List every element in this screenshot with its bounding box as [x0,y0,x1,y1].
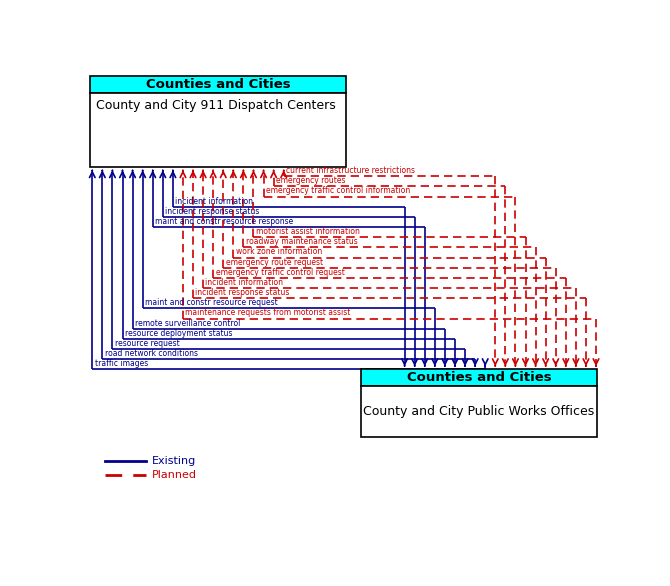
Text: remote surveillance control: remote surveillance control [135,319,241,328]
Text: road network conditions: road network conditions [105,349,198,358]
Text: emergency route request: emergency route request [226,258,323,267]
Text: traffic images: traffic images [94,359,148,368]
Text: incident information: incident information [175,197,253,206]
Text: maint and constr resource request: maint and constr resource request [145,298,278,307]
Text: Existing: Existing [152,456,196,466]
Text: maint and constr resource response: maint and constr resource response [155,217,293,226]
Text: incident information: incident information [206,278,283,287]
Text: emergency traffic control information: emergency traffic control information [266,186,410,196]
Text: Counties and Cities: Counties and Cities [407,371,551,384]
Bar [361,369,597,386]
Text: County and City Public Works Offices: County and City Public Works Offices [363,405,595,418]
Bar [90,77,346,93]
Text: resource deployment status: resource deployment status [125,329,232,338]
Bar [361,386,597,437]
Text: Planned: Planned [152,471,197,481]
Text: Counties and Cities: Counties and Cities [145,79,290,91]
Text: emergency traffic control request: emergency traffic control request [216,268,344,277]
Text: incident response status: incident response status [196,288,289,297]
Text: motorist assist information: motorist assist information [256,227,360,236]
Text: resource request: resource request [115,339,180,348]
Text: maintenance requests from motorist assist: maintenance requests from motorist assis… [186,308,350,318]
Text: incident response status: incident response status [165,207,259,216]
Text: current infrastructure restrictions: current infrastructure restrictions [286,166,415,175]
Bar [90,93,346,168]
Text: roadway maintenance status: roadway maintenance status [246,237,358,246]
Text: County and City 911 Dispatch Centers: County and City 911 Dispatch Centers [96,99,336,112]
Text: emergency routes: emergency routes [276,176,346,185]
Text: work zone information: work zone information [236,247,322,257]
